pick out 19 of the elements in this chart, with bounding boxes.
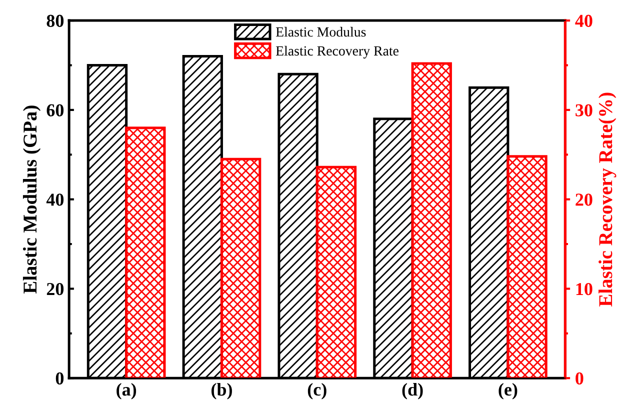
- y2-tick-label: 30: [576, 104, 592, 116]
- y-axis-title: Elastic Modulus (GPa): [22, 106, 41, 294]
- y-tick-label: 0: [56, 372, 64, 385]
- x-tick-label: (e): [498, 382, 518, 400]
- y-tick-label: 40: [46, 194, 64, 206]
- y2-axis-title: Elastic Recovery Rate(%): [598, 92, 616, 306]
- legend-label: Elastic Recovery Rate: [276, 46, 398, 58]
- x-tick-label: (a): [116, 382, 136, 400]
- y2-tick-label: 0: [576, 372, 584, 385]
- x-tick-label: (c): [308, 382, 326, 400]
- y2-tick-label: 10: [576, 282, 592, 296]
- y2-tick-label: 40: [575, 14, 592, 27]
- legend-label: Elastic Modulus: [276, 26, 366, 37]
- y2-tick-label: 20: [576, 194, 592, 206]
- y-tick-label: 60: [46, 104, 64, 116]
- y-tick-label: 80: [46, 14, 64, 27]
- y-tick-label: 20: [46, 282, 64, 296]
- x-tick-label: (d): [402, 382, 423, 400]
- x-tick-label: (b): [211, 382, 232, 400]
